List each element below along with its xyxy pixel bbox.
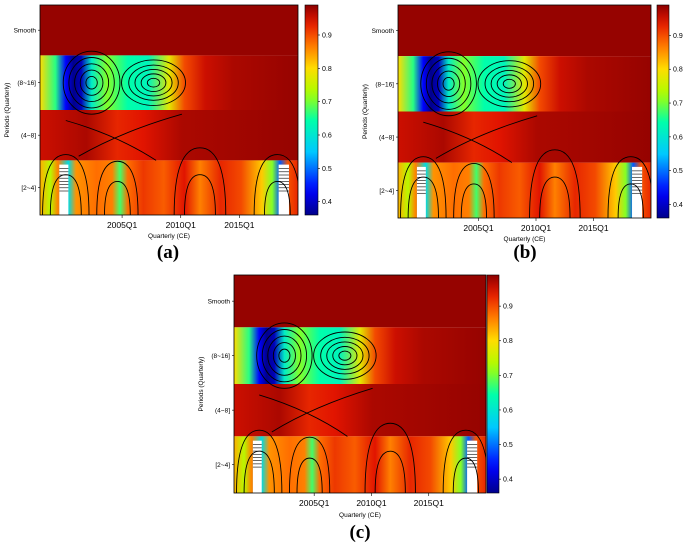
panel-label: (a) — [157, 242, 179, 263]
y-axis-label: Periods (Quarterly) — [198, 357, 205, 412]
colorbar-tick-label: 0.6 — [503, 407, 513, 414]
colorbar-tick-label: 0.4 — [673, 202, 683, 209]
colorbar-tick-label: 0.6 — [673, 134, 683, 141]
coherence-contours — [42, 50, 298, 215]
masked-region — [59, 164, 69, 215]
y-band-label: (8~16] — [17, 80, 36, 87]
colorbar-tick-label: 0.8 — [673, 67, 683, 74]
plot-frame — [233, 274, 487, 494]
colorbar-tick-label: 0.8 — [503, 338, 513, 345]
y-band-label: Smooth — [208, 299, 231, 306]
x-axis-label: Quarterly (CE) — [504, 236, 546, 243]
colorbar — [656, 4, 670, 219]
colorbar-tick-label: 0.5 — [503, 442, 513, 449]
y-axis-label: Periods (Quarterly) — [4, 83, 11, 138]
colorbar-tick-label: 0.5 — [322, 166, 332, 173]
colorbar-tick-label: 0.4 — [503, 477, 513, 484]
colorbar-tick-label: 0.6 — [322, 133, 332, 140]
band-8-16 — [234, 327, 486, 384]
y-band-label: [2~4] — [215, 462, 230, 469]
wavelet-panel: Smooth (8~16] (4~8] [2~4] Periods (Quarterly… — [4, 4, 332, 263]
x-tick-label: 2010Q1 — [356, 498, 387, 508]
significance-hatching — [416, 170, 643, 194]
x-tick-label: 2005Q1 — [299, 498, 330, 508]
colorbar-tick-label: 0.9 — [322, 33, 332, 40]
band-8-16 — [40, 55, 298, 110]
y-band-label: [2~4] — [379, 188, 394, 195]
colorbar-tick-label: 0.8 — [322, 66, 332, 73]
band-smooth — [398, 5, 651, 57]
colorbar-tick-label: 0.7 — [322, 99, 332, 106]
x-tick-label: 2015Q1 — [224, 220, 255, 230]
colorbar-tick-label: 0.7 — [673, 101, 683, 108]
wavelet-panel: Smooth (8~16] (4~8] [2~4] Periods (Quarterly… — [198, 274, 513, 543]
significance-hatching — [59, 168, 289, 192]
y-band-label: Smooth — [14, 28, 37, 35]
y-band-label: (4~8] — [21, 133, 36, 140]
x-tick-label: 2005Q1 — [463, 223, 494, 233]
colorbar — [486, 274, 500, 494]
masked-region — [278, 164, 289, 215]
plot-frame — [39, 4, 299, 216]
band-smooth — [234, 275, 486, 328]
y-band-label: [2~4] — [21, 185, 36, 192]
x-axis-label: Quarterly (CE) — [148, 233, 190, 240]
colorbar-tick-label: 0.9 — [503, 304, 513, 311]
colorbar-tick-label: 0.4 — [322, 199, 332, 206]
x-tick-label: 2005Q1 — [107, 220, 138, 230]
y-band-label: Smooth — [372, 28, 395, 35]
y-band-label: (4~8] — [215, 408, 230, 415]
y-band-label: (8~16] — [375, 81, 394, 88]
panel-label: (c) — [349, 522, 370, 543]
band-smooth — [40, 5, 298, 56]
coherence-contours — [400, 51, 651, 218]
masked-region — [416, 166, 426, 218]
colorbar-tick-label: 0.7 — [503, 373, 513, 380]
coherence-contours — [236, 322, 486, 493]
masked-region — [632, 166, 643, 218]
x-tick-label: 2010Q1 — [521, 223, 552, 233]
panel-label: (b) — [513, 242, 536, 263]
x-tick-label: 2015Q1 — [578, 223, 609, 233]
x-tick-label: 2015Q1 — [414, 498, 445, 508]
plot-frame — [397, 4, 652, 219]
band-8-16 — [398, 56, 651, 112]
colorbar-tick-label: 0.9 — [673, 33, 683, 40]
y-axis-label: Periods (Quarterly) — [362, 84, 369, 139]
colorbar — [304, 4, 319, 216]
y-band-label: (8~16] — [211, 353, 230, 360]
x-tick-label: 2010Q1 — [166, 220, 197, 230]
x-axis-label: Quarterly (CE) — [339, 512, 381, 519]
wavelet-panel: Smooth (8~16] (4~8] [2~4] Periods (Quarterly… — [362, 4, 683, 263]
y-band-label: (4~8] — [379, 135, 394, 142]
colorbar-tick-label: 0.5 — [673, 168, 683, 175]
